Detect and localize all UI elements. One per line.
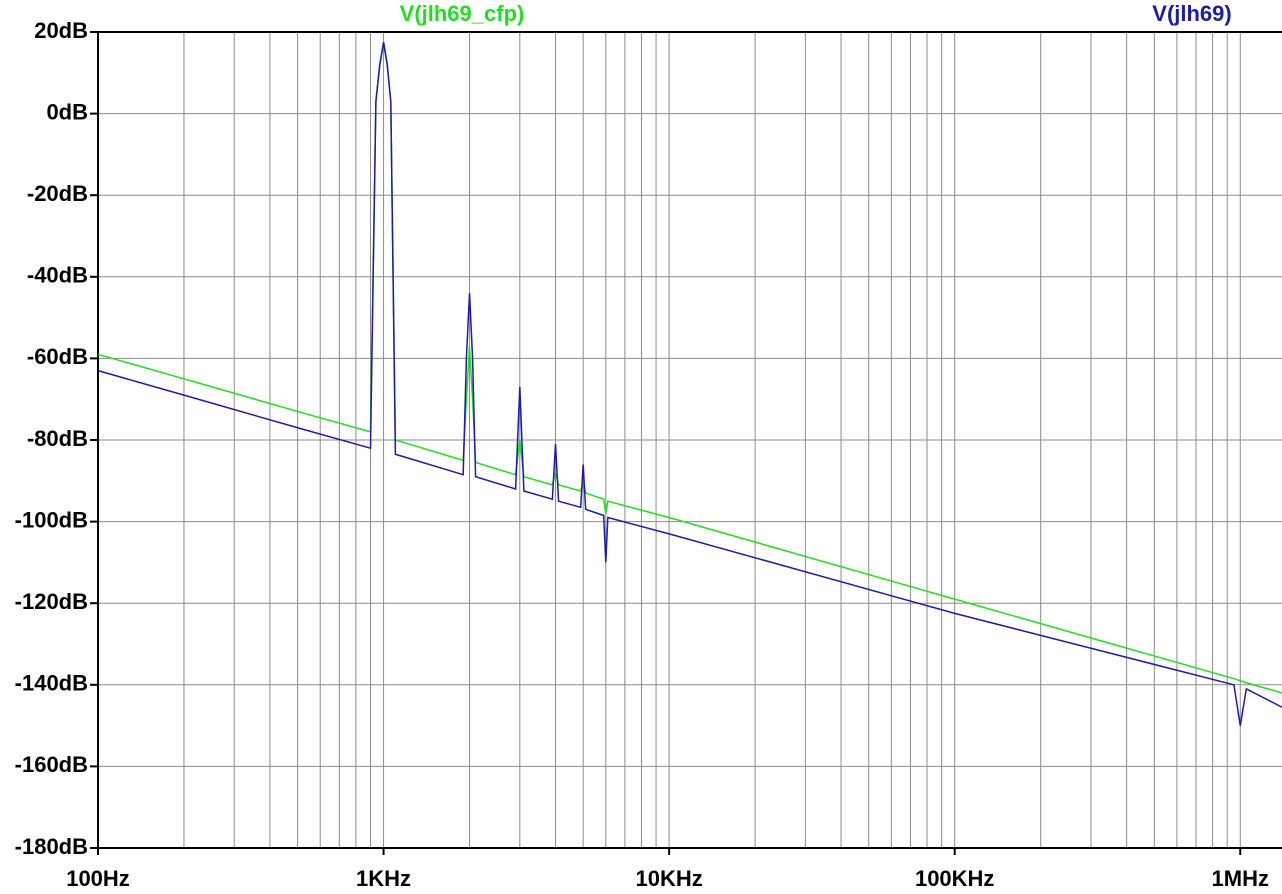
x-tick-label: 1KHz: [356, 866, 411, 891]
y-tick-label: -180dB: [15, 834, 88, 859]
y-tick-label: -40dB: [27, 263, 88, 288]
x-tick-label: 100Hz: [66, 866, 130, 891]
x-tick-label: 10KHz: [636, 866, 703, 891]
legend-entry: V(jlh69_cfp): [400, 1, 525, 26]
y-tick-label: 20dB: [34, 18, 88, 43]
y-tick-label: -60dB: [27, 344, 88, 369]
x-tick-label: 100KHz: [915, 866, 994, 891]
y-tick-label: -140dB: [15, 671, 88, 696]
y-tick-label: -100dB: [15, 507, 88, 532]
y-tick-label: -160dB: [15, 752, 88, 777]
series-line: [97, 42, 1282, 694]
y-tick-label: -20dB: [27, 181, 88, 206]
y-tick-label: 0dB: [46, 99, 88, 124]
series-line: [97, 42, 1282, 726]
x-tick-label: 1MHz: [1212, 866, 1269, 891]
legend-entry: V(jlh69): [1152, 1, 1231, 26]
y-tick-label: -80dB: [27, 426, 88, 451]
y-tick-label: -120dB: [15, 589, 88, 614]
